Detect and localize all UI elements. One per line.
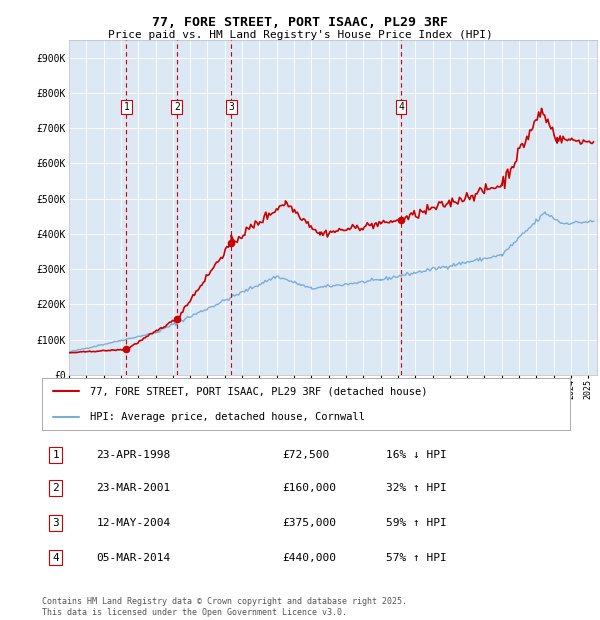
Text: 23-MAR-2001: 23-MAR-2001 — [97, 483, 171, 493]
Text: 2: 2 — [174, 102, 180, 112]
Text: 32% ↑ HPI: 32% ↑ HPI — [386, 483, 447, 493]
Text: 77, FORE STREET, PORT ISAAC, PL29 3RF (detached house): 77, FORE STREET, PORT ISAAC, PL29 3RF (d… — [89, 386, 427, 396]
Text: 23-APR-1998: 23-APR-1998 — [97, 450, 171, 460]
Text: Contains HM Land Registry data © Crown copyright and database right 2025.
This d: Contains HM Land Registry data © Crown c… — [42, 598, 407, 617]
Text: £375,000: £375,000 — [282, 518, 336, 528]
Text: 2: 2 — [52, 483, 59, 493]
Text: £72,500: £72,500 — [282, 450, 329, 460]
Text: 12-MAY-2004: 12-MAY-2004 — [97, 518, 171, 528]
Text: 59% ↑ HPI: 59% ↑ HPI — [386, 518, 447, 528]
Text: 1: 1 — [124, 102, 129, 112]
Text: 4: 4 — [398, 102, 404, 112]
Text: 3: 3 — [228, 102, 234, 112]
Text: £160,000: £160,000 — [282, 483, 336, 493]
Text: 1: 1 — [52, 450, 59, 460]
Text: 3: 3 — [52, 518, 59, 528]
Text: 05-MAR-2014: 05-MAR-2014 — [97, 552, 171, 562]
Text: HPI: Average price, detached house, Cornwall: HPI: Average price, detached house, Corn… — [89, 412, 365, 422]
Text: 77, FORE STREET, PORT ISAAC, PL29 3RF: 77, FORE STREET, PORT ISAAC, PL29 3RF — [152, 16, 448, 29]
Text: Price paid vs. HM Land Registry's House Price Index (HPI): Price paid vs. HM Land Registry's House … — [107, 30, 493, 40]
Text: 16% ↓ HPI: 16% ↓ HPI — [386, 450, 447, 460]
Text: 4: 4 — [52, 552, 59, 562]
Text: £440,000: £440,000 — [282, 552, 336, 562]
Text: 57% ↑ HPI: 57% ↑ HPI — [386, 552, 447, 562]
